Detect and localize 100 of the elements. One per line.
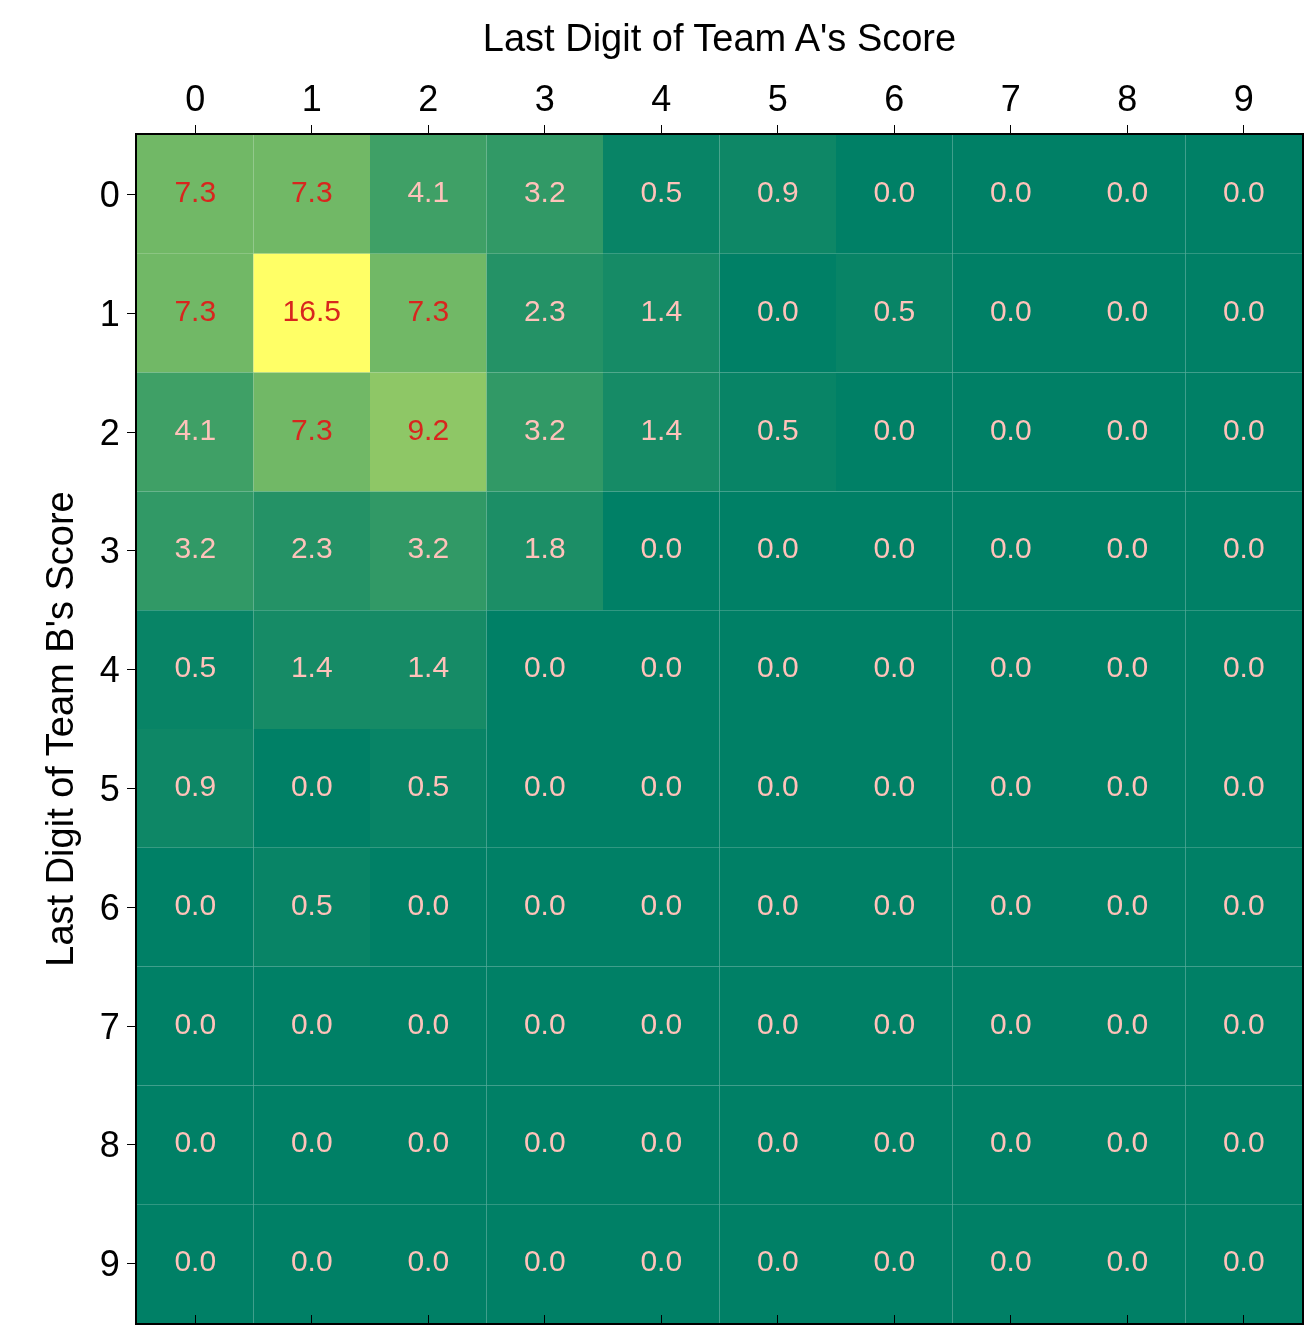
y-tick-label: 0	[99, 174, 120, 215]
data-label: 0.5	[756, 412, 799, 446]
data-label: 0.0	[1222, 174, 1265, 208]
data-label: 0.0	[290, 768, 333, 802]
x-tick-label: 6	[884, 77, 905, 119]
data-label: 0.9	[756, 174, 799, 208]
data-label: 7.3	[290, 174, 333, 208]
y-tick-label: 7	[99, 1005, 120, 1047]
data-label: 0.0	[640, 531, 683, 565]
data-label: 0.0	[640, 1006, 683, 1040]
data-label: 7.3	[174, 174, 217, 208]
x-tick-label: 7	[1000, 77, 1021, 119]
data-label: 0.0	[1222, 887, 1265, 921]
data-label: 0.0	[640, 887, 683, 921]
data-label: 0.0	[1106, 1125, 1149, 1159]
data-label: 0.0	[407, 887, 450, 921]
y-tick-label: 8	[99, 1124, 120, 1166]
data-label: 0.0	[873, 1006, 916, 1040]
data-label: 0.0	[407, 1006, 450, 1040]
data-label: 0.0	[1106, 412, 1149, 446]
data-label: 7.3	[174, 293, 217, 327]
data-label: 0.0	[523, 768, 566, 802]
data-label: 0.0	[1222, 1006, 1265, 1040]
data-label: 0.0	[1222, 293, 1265, 327]
x-tick-label: 2	[418, 77, 439, 119]
data-label: 0.0	[1106, 174, 1149, 208]
data-label: 0.0	[873, 768, 916, 802]
data-label: 0.0	[1222, 531, 1265, 565]
data-label: 0.0	[989, 1244, 1032, 1278]
data-label: 16.5	[282, 293, 341, 327]
data-label: 0.0	[1106, 650, 1149, 684]
data-label: 0.0	[1222, 1125, 1265, 1159]
data-label: 0.0	[174, 1125, 217, 1159]
y-tick-label: 6	[99, 886, 120, 928]
data-label: 0.5	[407, 768, 450, 802]
data-label: 0.0	[640, 650, 683, 684]
data-label: 3.2	[523, 412, 566, 446]
data-label: 4.1	[174, 412, 217, 446]
data-label: 2.3	[290, 531, 333, 565]
data-label: 0.5	[290, 887, 333, 921]
data-label: 0.0	[989, 887, 1032, 921]
data-label: 1.4	[290, 650, 333, 684]
data-label: 0.0	[989, 531, 1032, 565]
x-tick-label: 3	[534, 77, 555, 119]
data-label: 0.0	[873, 887, 916, 921]
data-label: 0.0	[523, 650, 566, 684]
x-tick-label: 0	[185, 77, 206, 119]
data-label: 0.0	[989, 650, 1032, 684]
y-tick-label: 1	[99, 292, 120, 334]
x-axis-title: Last Digit of Team A's Score	[482, 17, 957, 60]
data-label: 0.0	[756, 1244, 799, 1278]
data-label: 0.0	[523, 1244, 566, 1278]
y-tick-label: 3	[99, 530, 120, 572]
data-label: 0.0	[873, 1244, 916, 1278]
data-label: 0.0	[873, 650, 916, 684]
data-label: 0.0	[756, 1125, 799, 1159]
data-label: 3.2	[174, 531, 217, 565]
x-tick-label: 1	[301, 77, 322, 119]
data-label: 4.1	[407, 174, 450, 208]
data-label: 1.8	[523, 531, 566, 565]
data-label: 1.4	[640, 293, 683, 327]
data-label: 0.0	[873, 412, 916, 446]
data-label: 0.0	[1106, 887, 1149, 921]
data-label: 0.0	[1106, 293, 1149, 327]
data-label: 7.3	[407, 293, 450, 327]
data-label: 0.0	[174, 1006, 217, 1040]
data-label: 0.0	[989, 174, 1032, 208]
x-tick-label: 8	[1117, 77, 1138, 119]
data-label: 7.3	[290, 412, 333, 446]
data-label: 0.0	[174, 1244, 217, 1278]
data-label: 0.0	[989, 1125, 1032, 1159]
data-label: 0.0	[523, 1006, 566, 1040]
data-label: 0.0	[290, 1006, 333, 1040]
y-tick-label: 4	[99, 649, 120, 691]
data-label: 0.0	[407, 1125, 450, 1159]
y-tick-label: 5	[99, 768, 120, 809]
y-tick-label: 2	[99, 411, 120, 453]
y-tick-label: 9	[99, 1243, 120, 1285]
data-label: 0.0	[1106, 1244, 1149, 1278]
x-tick-label: 5	[767, 77, 788, 119]
data-label: 0.0	[756, 650, 799, 684]
data-label: 0.0	[756, 531, 799, 565]
data-label: 0.0	[989, 293, 1032, 327]
data-label: 1.4	[407, 650, 450, 684]
data-label: 0.0	[873, 174, 916, 208]
data-label: 0.0	[1106, 768, 1149, 802]
data-label: 0.0	[1106, 1006, 1149, 1040]
data-label: 0.0	[640, 768, 683, 802]
data-label: 0.0	[1222, 412, 1265, 446]
data-label: 0.0	[640, 1244, 683, 1278]
data-label: 0.9	[174, 768, 217, 802]
data-label: 0.0	[523, 887, 566, 921]
data-label: 0.0	[174, 887, 217, 921]
data-label: 1.4	[640, 412, 683, 446]
data-label: 3.2	[523, 174, 566, 208]
data-label: 0.0	[1222, 1244, 1265, 1278]
data-label: 0.0	[989, 1006, 1032, 1040]
data-label: 0.0	[290, 1244, 333, 1278]
data-label: 0.0	[756, 1006, 799, 1040]
data-label: 0.0	[640, 1125, 683, 1159]
